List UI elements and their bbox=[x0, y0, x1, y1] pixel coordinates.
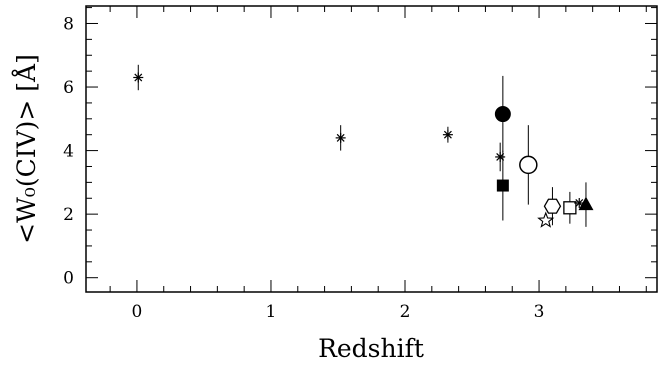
filled-triangle-marker bbox=[578, 196, 594, 211]
data-point bbox=[519, 125, 538, 205]
data-point bbox=[335, 125, 346, 151]
axis-ticks bbox=[86, 6, 657, 292]
open-star-marker bbox=[537, 211, 555, 228]
data-point bbox=[495, 142, 506, 172]
data-point bbox=[133, 64, 144, 91]
x-tick-label: 2 bbox=[400, 302, 411, 322]
asterisk-stroke bbox=[336, 133, 345, 142]
asterisk-stroke bbox=[443, 130, 452, 139]
open-hexagon-marker bbox=[543, 198, 562, 214]
data-points bbox=[133, 64, 594, 228]
y-tick-label: 0 bbox=[63, 269, 74, 289]
asterisk-stroke bbox=[575, 199, 584, 207]
filled-square-marker bbox=[496, 179, 509, 192]
data-point bbox=[442, 126, 453, 143]
x-tick-label: 1 bbox=[266, 302, 277, 322]
data-point bbox=[537, 211, 555, 228]
x-axis-title: Redshift bbox=[318, 334, 424, 363]
filled-circle-marker bbox=[494, 106, 511, 123]
plot-frame bbox=[85, 5, 658, 293]
open-square-marker bbox=[563, 201, 577, 215]
asterisk-stroke bbox=[134, 73, 143, 82]
data-point bbox=[543, 187, 562, 226]
x-tick-label: 3 bbox=[534, 302, 545, 322]
y-tick-label: 2 bbox=[63, 205, 74, 225]
data-point bbox=[494, 75, 511, 153]
tick-labels: 0 1 2 3 0 2 4 6 8 bbox=[63, 14, 544, 322]
data-point bbox=[578, 182, 594, 227]
open-circle-marker bbox=[519, 155, 538, 175]
y-axis-title: <W₀(CIV)> [Å] bbox=[11, 54, 41, 244]
x-tick-label: 0 bbox=[132, 302, 143, 322]
data-point bbox=[496, 150, 509, 221]
y-tick-label: 8 bbox=[63, 14, 74, 34]
data-point bbox=[563, 191, 577, 224]
y-tick-label: 4 bbox=[63, 142, 74, 162]
y-tick-label: 6 bbox=[63, 78, 74, 98]
